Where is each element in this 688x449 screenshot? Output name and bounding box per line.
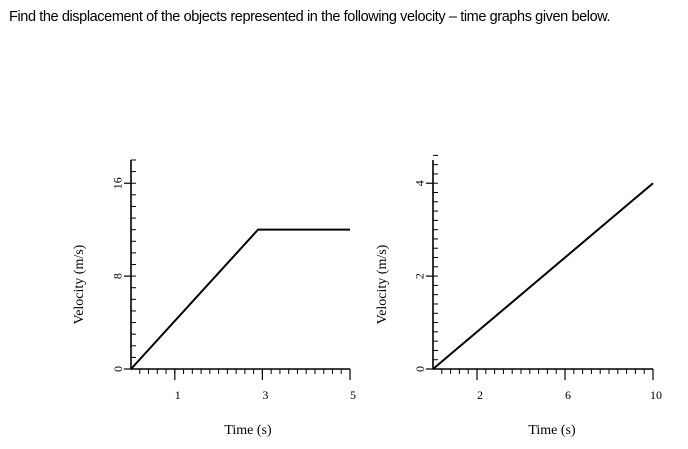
x-tick-label: 10 (650, 388, 662, 402)
chart-2: 0 2 4 2 6 10 Time (s) Velocity (m/s) (375, 154, 662, 438)
y-tick-label: 2 (413, 273, 427, 279)
x-axis-title: Time (s) (528, 423, 576, 438)
x-axis-title: Time (s) (224, 423, 272, 438)
x-tick-label: 5 (350, 388, 356, 402)
velocity-series-line (130, 228, 350, 370)
y-axis-title: Velocity (m/s) (375, 244, 390, 324)
y-tick-label: 16 (111, 177, 125, 189)
velocity-series-line (432, 182, 654, 370)
y-tick-label: 0 (413, 366, 427, 372)
question-text: Find the displacement of the objects rep… (9, 9, 611, 25)
y-tick-label: 4 (413, 180, 427, 186)
y-axis-title: Velocity (m/s) (72, 244, 87, 324)
y-tick-label: 0 (111, 366, 125, 372)
x-tick-label: 1 (175, 388, 181, 402)
chart-1: 0 8 16 1 3 5 Time (s) Velocity (m/s) (72, 159, 356, 438)
x-tick-label: 3 (262, 388, 268, 402)
x-tick-label: 2 (477, 388, 483, 402)
y-tick-label: 8 (111, 273, 125, 279)
x-tick-label: 6 (565, 388, 571, 402)
